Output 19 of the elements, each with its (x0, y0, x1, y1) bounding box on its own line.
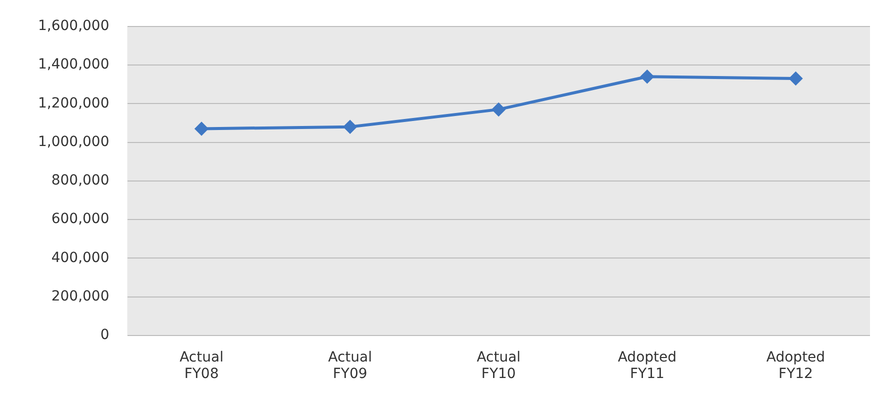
y-tick-label: 1,600,000 (38, 18, 110, 34)
x-tick-label: Actual FY08 (180, 349, 224, 382)
x-tick-label: Adopted FY11 (618, 349, 677, 382)
y-tick-label: 200,000 (51, 288, 110, 304)
x-tick-label: Adopted FY12 (766, 349, 826, 382)
x-tick-label: Actual FY09 (328, 349, 372, 382)
y-tick-label: 600,000 (51, 211, 110, 228)
y-tick-label: 1,200,000 (38, 95, 110, 112)
y-tick-label: 1,400,000 (38, 56, 110, 73)
y-tick-label: 1,000,000 (38, 134, 110, 150)
x-tick-label: Actual FY10 (476, 349, 521, 382)
y-tick-label: 400,000 (51, 250, 110, 266)
y-tick-label: 0 (100, 327, 110, 344)
point (789, 72, 802, 86)
point (344, 120, 357, 134)
point (640, 70, 654, 84)
point (195, 122, 208, 136)
point (492, 102, 506, 116)
y-tick-label: 800,000 (51, 172, 110, 189)
